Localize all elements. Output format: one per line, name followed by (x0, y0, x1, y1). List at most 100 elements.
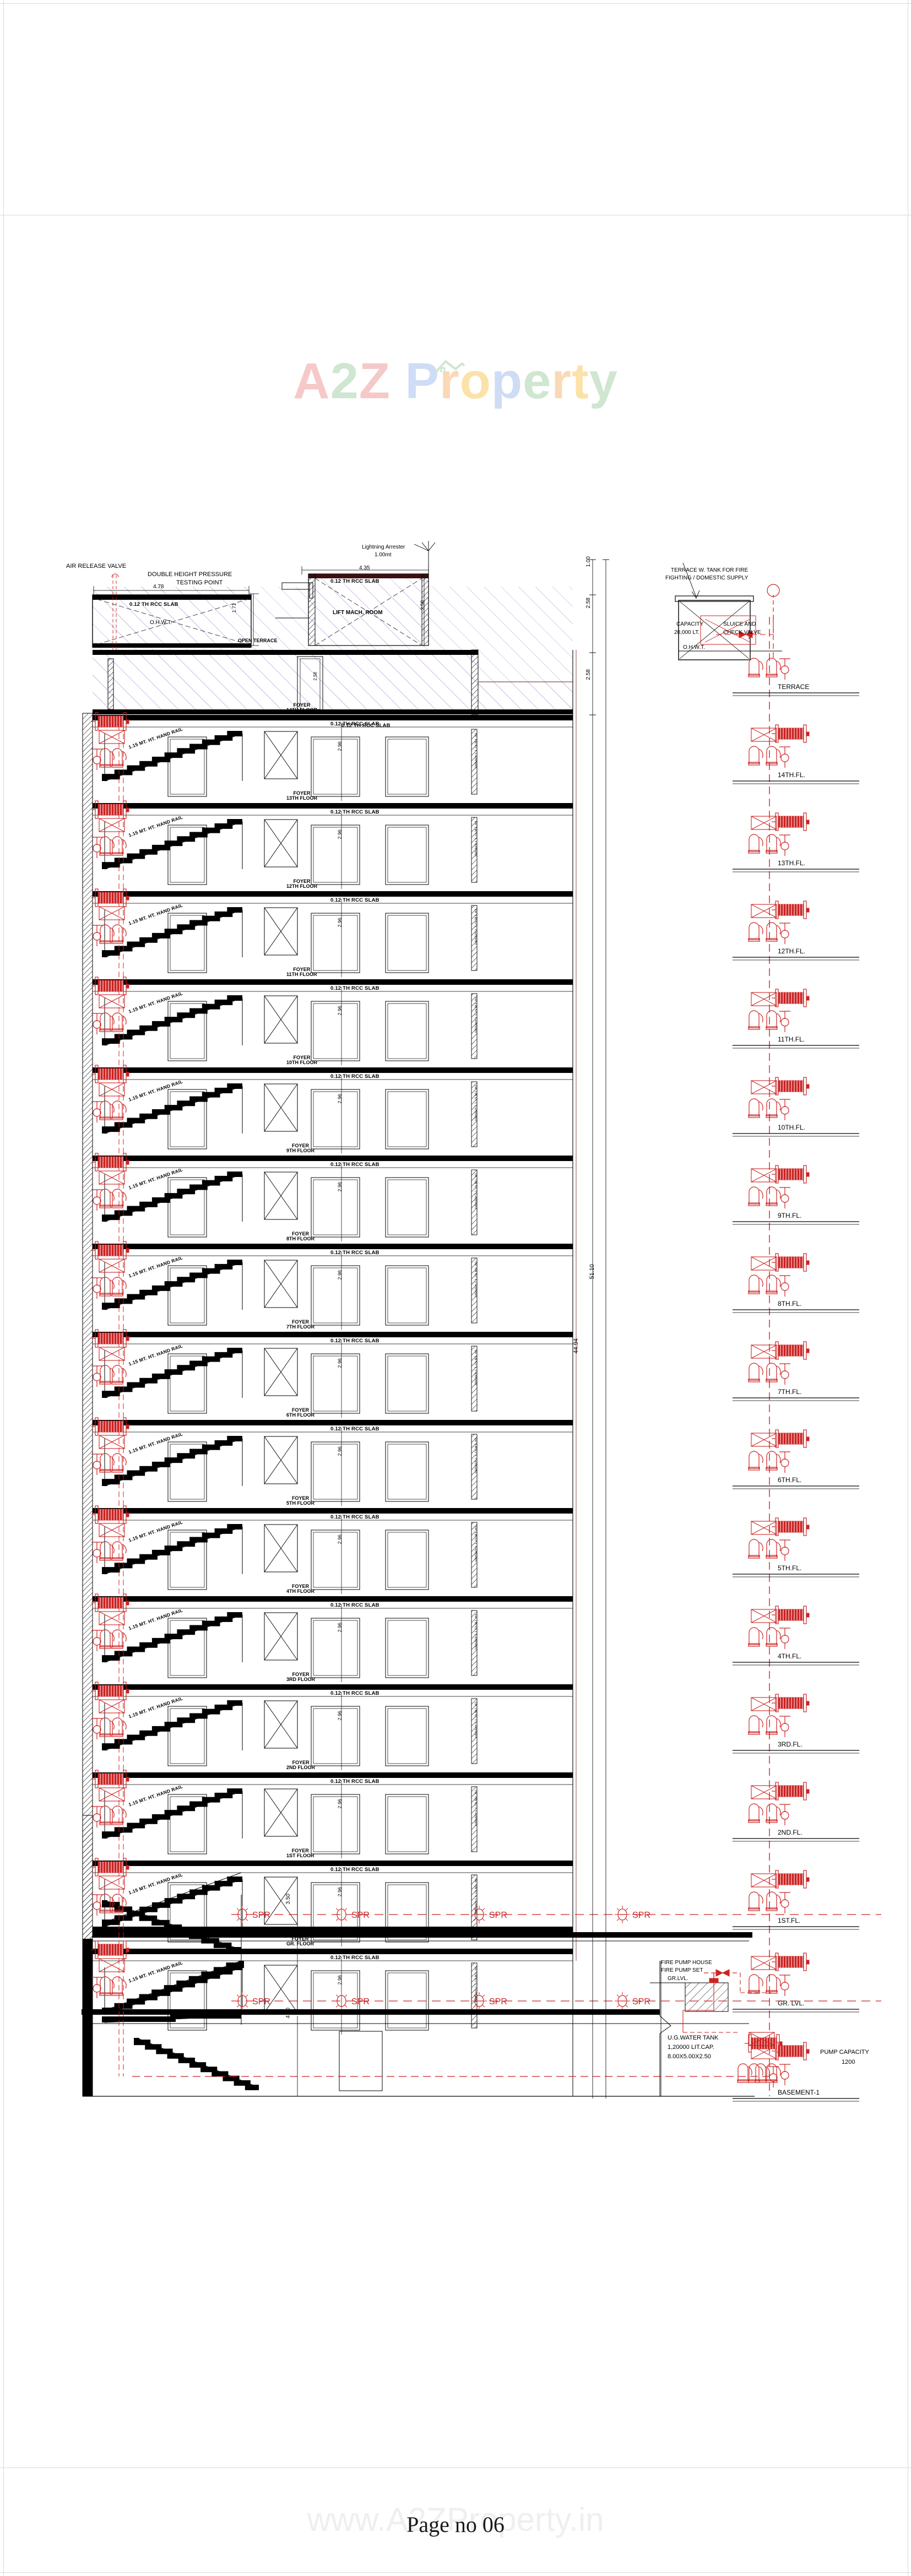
foyer-label-line2: 4TH FLOOR (286, 1588, 314, 1595)
slab-note: 0.12 TH RCC SLAB (330, 721, 379, 727)
sheet-rule-bottom (0, 2572, 911, 2573)
foyer-label-line2: 9TH FLOOR (286, 1148, 314, 1154)
foyer-label: FOYER 10TH FLOOR (286, 1055, 317, 1066)
slab-note: 0.12 TH RCC SLAB (330, 1514, 379, 1520)
slab-note: 0.12 TH RCC SLAB (330, 1867, 379, 1873)
foyer-label-line1: FOYER (291, 1495, 309, 1501)
slab-note: 0.12 TH RCC SLAB (330, 1955, 379, 1961)
label-testing-point: TESTING POINT (176, 579, 223, 586)
dim-lift-room-height: 2.58 (420, 600, 425, 610)
foyer-label-line1: FOYER (293, 878, 311, 884)
dim-arrester: 1.00 (585, 556, 592, 567)
floor-height-dim: 2.96 (337, 1358, 343, 1368)
label-slab-staircabin: 0.12 TH RCC SLAB (341, 723, 391, 729)
floor-level-label: 7TH.FL. (778, 1388, 802, 1396)
foyer-label: FOYER 4TH FLOOR (286, 1583, 314, 1595)
svg-text:SPR: SPR (632, 1997, 650, 2006)
floor-level-label: 11TH.FL. (778, 1035, 805, 1043)
foyer-label-line2: 13TH FLOOR (286, 795, 318, 801)
foyer-label-line2: 5TH FLOOR (286, 1500, 314, 1506)
floor-level-label: 2ND.FL. (778, 1829, 802, 1836)
dim-overall-terrace: 44.94 (573, 1338, 579, 1354)
parapet-note: PARAPET 1.15 MT. HT. (475, 1877, 478, 1914)
slab-note: 0.12 TH RCC SLAB (330, 1602, 379, 1608)
sheet-rule-top (0, 3, 911, 4)
slab-note: 0.12 TH RCC SLAB (330, 1690, 379, 1696)
svg-text:SPR: SPR (489, 1997, 507, 2006)
floor-level-label: 4TH.FL. (778, 1652, 802, 1660)
parapet-note: PARAPET 1.15 MT. HT. (475, 731, 478, 768)
floor-height-dim: 2.96 (337, 1711, 343, 1721)
slab-note: 0.12 TH RCC SLAB (330, 1426, 379, 1432)
foyer-label-line2: 10TH FLOOR (286, 1060, 318, 1066)
dim-lift-vert: 2.58 (585, 598, 592, 609)
svg-text:SPR: SPR (252, 1997, 270, 2006)
label-sluice-valve-2: CHECK VALVE (723, 630, 761, 636)
label-fire-pump-set: FIRE PUMP SET (661, 1967, 703, 1973)
foyer-label: FOYER 11TH FLOOR (286, 967, 317, 978)
label-ug-tank-2: 1,20000 LIT.CAP. (668, 2044, 714, 2051)
watermark-a2z-property: A2Z Property (293, 353, 618, 409)
floor-level-label: TERRACE (778, 683, 810, 691)
parapet-note: PARAPET 1.15 MT. HT. (475, 1084, 478, 1121)
parapet-note: PARAPET 1.15 MT. HT. (475, 1348, 478, 1385)
label-lightning-arrester-1: Lightning Arrester (362, 544, 405, 550)
floor-level-label: 8TH.FL. (778, 1300, 802, 1308)
label-terrace-tank-1: TERRACE W. TANK FOR FIRE (671, 567, 749, 573)
house-roof-icon (435, 360, 465, 373)
svg-text:SPR: SPR (351, 1911, 370, 1920)
label-terrace-tank-2: FIGHTING / DOMESTIC SUPPLY (665, 575, 749, 581)
foyer-label-line1: FOYER (293, 790, 311, 796)
label-lightning-arrester-2: 1.00mt (375, 552, 392, 558)
parapet-note: PARAPET 1.15 MT. HT. (475, 1260, 478, 1297)
slab-note: 0.12 TH RCC SLAB (330, 985, 379, 991)
sheet-rule-lower (0, 2467, 911, 2468)
floor-height-dim: 2.96 (337, 1182, 343, 1192)
foyer-label-line2: 3RD FLOOR (286, 1677, 316, 1683)
foyer-label-line2: 7TH FLOOR (286, 1324, 314, 1330)
dim-basement: 4.50 (285, 2008, 291, 2019)
parapet-note: PARAPET 1.15 MT. HT. (475, 1436, 478, 1473)
floor-height-dim: 2.96 (337, 829, 343, 839)
foyer-label-line1: FOYER (291, 1936, 309, 1942)
foyer-label: FOYER 13TH FLOOR (286, 790, 318, 801)
svg-text:SPR: SPR (489, 1911, 507, 1920)
foyer-label-line1: FOYER (291, 1407, 309, 1413)
parapet-note: PARAPET 1.15 MT. HT. (475, 1172, 478, 1209)
label-gr-lvl-left: GR.LVL. (668, 1976, 688, 1982)
slab-note: 0.12 TH RCC SLAB (330, 897, 379, 903)
parapet-note: PARAPET 1.15 MT. HT. (475, 1613, 478, 1650)
slab-note: 0.12 TH RCC SLAB (330, 1778, 379, 1785)
dim-lift-room-width: 4.35 (359, 565, 370, 571)
foyer-label: FOYER 9TH FLOOR (286, 1143, 314, 1154)
parapet-note: PARAPET 1.15 MT. HT. (475, 908, 478, 945)
floor-height-dim: 2.96 (337, 741, 343, 751)
label-lift-mach-room: LIFT MACH. ROOM (333, 610, 383, 616)
foyer-label: FOYER 3RD FLOOR (286, 1672, 315, 1683)
parapet-note: PARAPET 1.15 MT. HT. (475, 1965, 478, 2002)
label-pump-capacity-1: PUMP CAPACITY (820, 2049, 869, 2056)
label-ohwt-terrace: O.H.W.T. (683, 644, 705, 650)
sheet-rule-left (3, 0, 4, 2576)
foyer-label-line1: FOYER (291, 1143, 309, 1148)
foyer-label-line2: 12TH FLOOR (286, 883, 318, 890)
floor-height-dim: 2.96 (337, 1270, 343, 1280)
label-slab-terrace: 0.12 TH RCC SLAB (220, 650, 269, 656)
parapet-note: PARAPET 1.15 MT. HT. (475, 820, 478, 856)
foyer-label: FOYER 12TH FLOOR (286, 878, 318, 890)
foyer-label-line1: FOYER (293, 702, 311, 708)
floor-level-label: 1ST.FL. (778, 1917, 801, 1924)
foyer-label-line1: FOYER (292, 1760, 310, 1765)
floor-height-dim: 2.96 (337, 1006, 343, 1016)
parapet-note: PARAPET 1.15 MT. HT. (475, 996, 478, 1033)
foyer-label: FOYER 6TH FLOOR (286, 1407, 314, 1418)
foyer-label-line2: 1ST FLOOR (286, 1853, 314, 1859)
floor-level-label: GR. LVL. (778, 1999, 805, 2007)
label-ohwt-top: O.H.W.T. (150, 620, 172, 626)
floor-level-label: 14TH.FL. (778, 771, 806, 779)
slab-note: 0.12 TH RCC SLAB (330, 1073, 379, 1080)
floor-height-dim: 2.96 (337, 1446, 343, 1456)
floor-height-dim: 2.96 (337, 1094, 343, 1104)
